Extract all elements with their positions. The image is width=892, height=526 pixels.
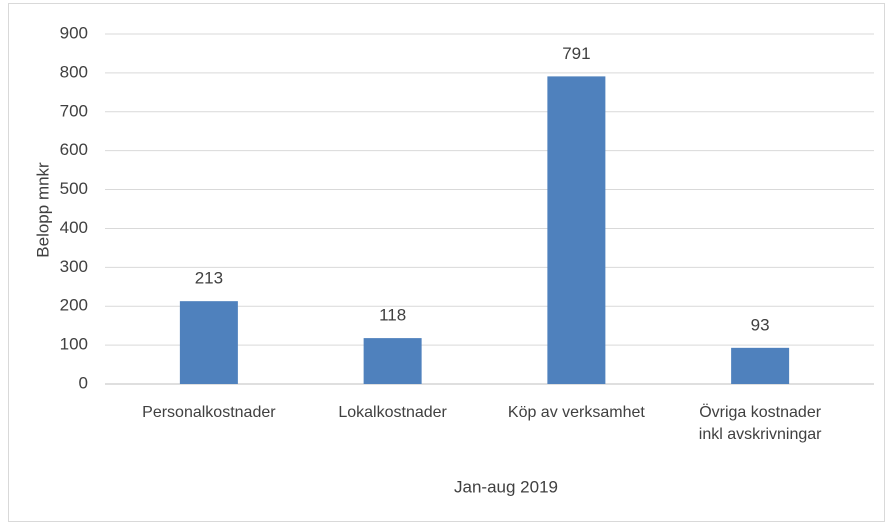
y-tick-label: 200 (60, 296, 88, 315)
bar (179, 301, 238, 384)
x-tick-label: Personalkostnader (142, 404, 276, 421)
y-tick-label: 100 (60, 335, 88, 354)
bar (363, 338, 422, 384)
bar (547, 76, 606, 384)
x-tick-label: Köp av verksamhet (507, 404, 645, 421)
y-tick-label: 500 (60, 179, 88, 198)
y-tick-label: 700 (60, 101, 88, 120)
y-tick-label: 600 (60, 140, 88, 159)
y-tick-label: 900 (60, 23, 88, 42)
y-axis-label: Belopp mnkr (33, 162, 52, 258)
y-tick-label: 300 (60, 257, 88, 276)
y-tick-label: 800 (60, 62, 88, 81)
chart-border (8, 3, 885, 522)
x-tick-label-box: Köp av verksamhet (476, 402, 676, 424)
x-axis-label: Jan-aug 2019 (454, 477, 558, 496)
y-tick-label: 400 (60, 218, 88, 237)
x-tick-label: Övriga kostnader inkl avskrivningar (698, 404, 822, 443)
data-label: 213 (195, 269, 223, 288)
data-label: 118 (379, 306, 406, 325)
x-tick-label-box: Personalkostnader (109, 402, 309, 424)
x-tick-label-box: Övriga kostnader inkl avskrivningar (660, 402, 860, 446)
data-label: 791 (562, 44, 590, 63)
data-label: 93 (751, 315, 770, 334)
y-tick-label: 0 (79, 373, 88, 392)
bar (731, 347, 790, 384)
x-tick-label: Lokalkostnader (338, 404, 447, 421)
x-tick-label-box: Lokalkostnader (293, 402, 493, 424)
